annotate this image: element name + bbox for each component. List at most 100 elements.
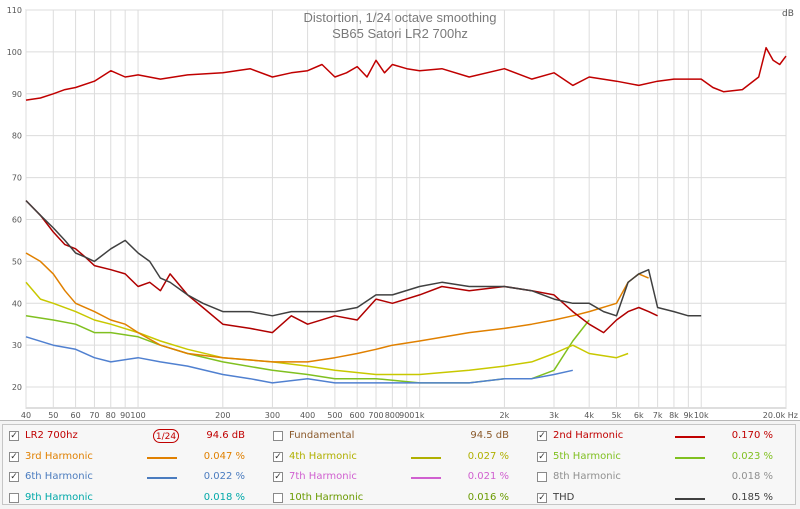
series-line-2nd-harmonic [25,200,658,334]
legend-label: 7th Harmonic [289,471,357,482]
y-axis-unit: dB [782,9,794,19]
series-line-lr2-700hz [25,46,787,101]
legend-swatch [147,456,177,459]
legend-label: 4th Harmonic [289,450,357,462]
legend-value: 0.021 % [467,471,509,482]
x-tick-label: 80 [106,411,116,420]
x-tick-label: 5k [612,411,622,420]
legend-checkbox[interactable]: ✓ [9,431,19,441]
x-tick-label: 7k [653,411,663,420]
legend-checkbox[interactable]: ✓ [537,451,547,462]
y-tick-label: 50 [12,257,22,266]
legend-value: 0.185 % [731,491,773,503]
smoothing-badge[interactable]: 1/24 [153,429,179,443]
legend-checkbox[interactable]: ✓ [273,472,283,482]
legend-value: 94.6 dB [206,430,245,441]
legend-value: 0.018 % [203,491,245,503]
legend-item: ✓ 5th Harmonic 0.023 % [535,448,795,468]
x-tick-label: 900 [399,411,414,420]
legend-label: THD [553,491,575,503]
legend-checkbox[interactable] [273,492,283,503]
y-tick-label: 20 [12,383,22,392]
series-line-4th-harmonic [25,281,629,376]
legend-checkbox[interactable]: ✓ [9,451,19,462]
legend-item: Fundamental 94.5 dB [271,427,531,447]
legend-checkbox[interactable]: ✓ [273,451,283,462]
legend-swatch [675,456,705,459]
legend-label: 9th Harmonic [25,491,93,503]
legend-checkbox[interactable] [537,472,547,482]
legend-item: 9th Harmonic 0.018 % [7,489,267,509]
y-tick-label: 70 [12,174,22,183]
legend-value: 0.016 % [467,491,509,503]
legend-item: ✓ 2nd Harmonic 0.170 % [535,427,795,447]
x-tick-label: 8k [669,411,679,420]
legend-item: 10th Harmonic 0.016 % [271,489,531,509]
series-line-6th-harmonic [25,336,573,384]
legend-swatch [147,477,177,479]
x-tick-label: 6k [634,411,644,420]
legend-swatch [411,456,441,459]
legend-checkbox[interactable]: ✓ [9,472,19,482]
legend-label: 10th Harmonic [289,491,364,503]
legend-item: ✓ 4th Harmonic 0.027 % [271,448,531,468]
legend-label: Fundamental [289,430,355,441]
x-tick-label: 600 [350,411,365,420]
legend-label: LR2 700hz [25,430,78,441]
x-tick-label: 300 [265,411,280,420]
legend-checkbox[interactable] [9,492,19,503]
legend-checkbox[interactable] [273,431,283,441]
legend-value: 0.047 % [203,450,245,462]
legend-item: ✓ THD 0.185 % [535,489,795,509]
legend-value: 0.170 % [731,430,773,441]
plot-background [0,0,800,420]
x-tick-label: 1k [415,411,425,420]
x-tick-label: 4k [584,411,594,420]
legend-label: 2nd Harmonic [553,430,624,441]
x-tick-label: 9k [683,411,693,420]
legend-item: ✓ 3rd Harmonic 0.047 % [7,448,267,468]
x-tick-label: 200 [215,411,230,420]
legend-item: ✓ LR2 700hz 1/24 94.6 dB [7,427,267,447]
x-tick-label: 90 [120,411,130,420]
legend-grid: ✓ LR2 700hz 1/24 94.6 dB Fundamental 94.5 dB ✓… [2,424,796,505]
y-tick-label: 90 [12,90,22,99]
series-lines [25,46,787,384]
y-tick-label: 40 [12,299,22,308]
legend-value: 0.023 % [731,450,773,462]
legend-label: 8th Harmonic [553,471,621,482]
y-tick-label: 110 [7,6,22,15]
x-tick-label: 10k [694,411,709,420]
legend-item: 8th Harmonic 0.018 % [535,468,795,488]
legend-value: 0.027 % [467,450,509,462]
chart-title: Distortion, 1/24 octave smoothing [304,10,497,25]
legend-checkbox[interactable]: ✓ [537,431,547,441]
y-tick-label: 30 [12,341,22,350]
legend-swatch [675,436,705,438]
x-tick-label: 3k [549,411,559,420]
x-tick-label: 2k [500,411,510,420]
legend-value: 0.022 % [203,471,245,482]
x-tick-label: 400 [300,411,315,420]
x-tick-label: 20.0k Hz [763,411,798,420]
x-tick-label: 70 [89,411,99,420]
x-tick-label: 60 [70,411,80,420]
x-tick-label: 100 [130,411,145,420]
chart-subtitle: SB65 Satori LR2 700hz [332,26,468,41]
x-tick-label: 800 [385,411,400,420]
legend-swatch [411,477,441,479]
legend-label: 5th Harmonic [553,450,621,462]
x-tick-label: 50 [48,411,58,420]
legend-value: 0.018 % [731,471,773,482]
legend-label: 6th Harmonic [25,471,93,482]
legend-label: 3rd Harmonic [25,450,93,462]
legend-panel: ✓ LR2 700hz 1/24 94.6 dB Fundamental 94.5 dB ✓… [0,420,800,509]
grid [25,9,787,409]
x-tick-label: 500 [327,411,342,420]
series-line-thd [25,200,702,317]
legend-checkbox[interactable]: ✓ [537,492,547,503]
series-line-3rd-harmonic [25,252,649,363]
x-tick-label: 40 [21,411,31,420]
